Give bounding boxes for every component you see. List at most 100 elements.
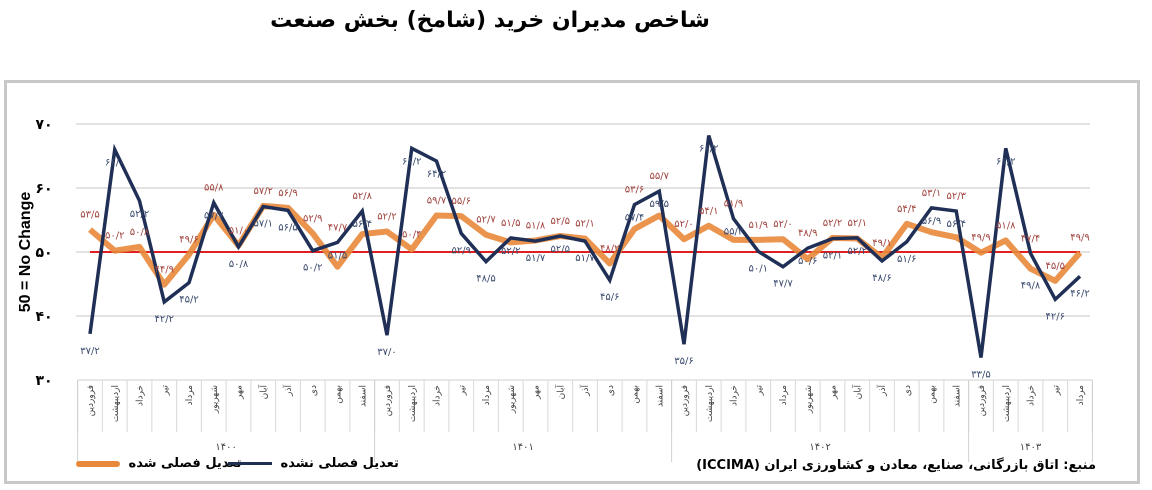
data-label-sa: ۵۲/۲ bbox=[823, 218, 842, 229]
x-axis: فروردین اردیبهشت خرداد تیر مرداد شهریور مهر آبا… bbox=[77, 379, 1093, 462]
x-tick-label: آبان bbox=[851, 385, 863, 400]
data-label-sa: ۵۳/۵ bbox=[80, 210, 99, 221]
data-label-nsa: ۵۶/۴ bbox=[947, 219, 966, 230]
data-label-sa: ۴۵/۵ bbox=[1046, 261, 1065, 272]
x-tick-label: شهریور bbox=[210, 385, 220, 414]
data-labels-not-seasonally-adjusted: ۳۷/۲ ۶۶/۰ ۵۲/۲ ۴۲/۲ ۴۵/۲ ۵۷/۷ ۵۰/۸ ۵۷/۱ ۵۶/۵ ۵۰/۲… bbox=[80, 144, 1089, 381]
data-label-nsa: ۵۵/۲ bbox=[724, 227, 743, 238]
data-label-sa: ۵۰/۲ bbox=[105, 231, 124, 242]
data-label-nsa: ۵۰/۲ bbox=[303, 263, 322, 274]
x-tick-label: اسفند bbox=[358, 385, 368, 407]
x-tick-label: فروردین bbox=[86, 385, 96, 416]
x-tick-label: اردیبهشت bbox=[408, 385, 418, 422]
data-label-nsa: ۴۲/۲ bbox=[155, 314, 174, 325]
x-tick-label: مهر bbox=[829, 385, 839, 400]
data-label-sa: ۴۸/۹ bbox=[798, 228, 817, 239]
year-label: ۱۴۰۳ bbox=[1020, 442, 1042, 453]
data-label-sa: ۵۰/۸ bbox=[130, 227, 150, 238]
chart-title: شاخص مدیران خرید (شامخ) بخش صنعت bbox=[270, 8, 710, 33]
data-label-sa: ۵۲/۳ bbox=[947, 191, 967, 202]
data-label-sa: ۵۴/۱ bbox=[699, 206, 718, 217]
data-label-nsa: ۵۱/۷ bbox=[526, 253, 546, 264]
data-label-sa: ۵۱/۹ bbox=[724, 199, 743, 210]
data-label-nsa: ۳۵/۶ bbox=[674, 356, 693, 367]
data-label-sa: ۴۷/۷ bbox=[328, 222, 348, 233]
x-tick-label: تیر bbox=[754, 385, 764, 397]
data-label-sa: ۵۴/۴ bbox=[897, 204, 916, 215]
x-tick-label: اردیبهشت bbox=[705, 385, 715, 422]
data-label-nsa: ۵۲/۹ bbox=[452, 245, 471, 256]
x-tick-label: تیر bbox=[160, 385, 170, 397]
data-label-nsa: ۴۸/۶ bbox=[872, 273, 891, 284]
x-tick-label: آبان bbox=[257, 385, 269, 400]
x-tick-label: دی bbox=[606, 385, 616, 396]
x-tick-label: مرداد bbox=[779, 385, 789, 405]
x-tick-label: بهمن bbox=[631, 385, 641, 404]
year-label: ۱۴۰۰ bbox=[215, 442, 236, 453]
x-tick-label: خرداد bbox=[730, 385, 740, 406]
legend-item-nsa: تعدیل فصلی نشده bbox=[228, 456, 399, 471]
y-tick-label: ۴۰ bbox=[35, 309, 52, 325]
year-label: ۱۴۰۲ bbox=[809, 442, 830, 453]
data-label-sa: ۵۱/۹ bbox=[749, 220, 768, 231]
data-label-nsa: ۶۶/۲ bbox=[699, 144, 718, 155]
data-label-nsa: ۵۹/۵ bbox=[650, 199, 669, 210]
data-label-sa: ۴۹/۹ bbox=[971, 233, 990, 244]
data-label-sa: ۵۱/۸ bbox=[526, 220, 546, 231]
y-tick-label: ۳۰ bbox=[35, 373, 52, 389]
x-tick-label: اسفند bbox=[655, 385, 665, 407]
data-label-nsa: ۵۰/۱ bbox=[749, 263, 768, 274]
x-tick-label: اردیبهشت bbox=[1002, 385, 1012, 422]
data-label-nsa: ۵۱/۶ bbox=[897, 254, 916, 265]
data-label-sa: ۴۴/۹ bbox=[155, 265, 174, 276]
data-label-nsa: ۵۷/۷ bbox=[204, 211, 224, 222]
data-label-sa: ۵۷/۲ bbox=[254, 186, 273, 197]
data-label-sa: ۵۱/۰ bbox=[229, 226, 248, 237]
data-label-nsa: ۴۶/۲ bbox=[1070, 288, 1089, 299]
data-label-sa: ۴۹/۱ bbox=[872, 238, 891, 249]
y-axis-ticks: ۳۰ ۴۰ ۵۰ ۶۰ ۷۰ bbox=[35, 117, 52, 389]
x-tick-label: آذر bbox=[282, 385, 294, 397]
x-tick-label: خرداد bbox=[433, 385, 443, 406]
x-tick-label: فروردین bbox=[977, 385, 987, 416]
data-label-sa: ۵۲/۸ bbox=[353, 191, 373, 202]
data-label-sa: ۵۲/۹ bbox=[303, 213, 322, 224]
data-label-nsa: ۵۶/۹ bbox=[922, 216, 941, 227]
data-label-sa: ۵۹/۷ bbox=[427, 196, 447, 207]
data-label-nsa: ۵۲/۱ bbox=[823, 251, 842, 262]
x-tick-label: آبان bbox=[554, 385, 566, 400]
data-label-sa: ۵۱/۵ bbox=[501, 218, 520, 229]
data-label-nsa: ۵۲/۲ bbox=[848, 246, 867, 257]
x-tick-label: مهر bbox=[532, 385, 542, 400]
y-tick-label: ۶۰ bbox=[35, 181, 52, 197]
x-tick-label: خرداد bbox=[136, 385, 146, 406]
data-label-nsa: ۶۴/۲ bbox=[427, 169, 446, 180]
legend-label-nsa: تعدیل فصلی نشده bbox=[280, 456, 399, 471]
data-label-nsa: ۶۶/۲ bbox=[996, 156, 1015, 167]
data-label-sa: ۵۲/۰ bbox=[773, 219, 792, 230]
year-label: ۱۴۰۱ bbox=[512, 442, 533, 453]
data-label-nsa: ۵۱/۷ bbox=[575, 253, 595, 264]
source-note: منبع: اتاق بازرگانی، صنایع، معادن و کشاو… bbox=[696, 458, 1096, 473]
data-label-sa: ۵۲/۱ bbox=[848, 218, 867, 229]
data-label-nsa: ۶۶/۰ bbox=[105, 158, 124, 169]
x-tick-label: آذر bbox=[876, 385, 888, 397]
legend-swatch-nsa bbox=[228, 462, 272, 465]
data-label-nsa: ۵۶/۴ bbox=[353, 219, 372, 230]
data-label-sa: ۵۳/۶ bbox=[625, 185, 644, 196]
data-label-nsa: ۴۷/۷ bbox=[773, 279, 793, 290]
data-label-sa: ۵۲/۵ bbox=[551, 216, 570, 227]
data-label-nsa: ۵۲/۵ bbox=[551, 244, 570, 255]
data-label-nsa: ۵۰/۶ bbox=[798, 256, 817, 267]
data-label-sa: ۵۱/۸ bbox=[996, 220, 1016, 231]
data-label-sa: ۴۹/۹ bbox=[1070, 233, 1089, 244]
data-label-nsa: ۵۲/۲ bbox=[501, 246, 520, 257]
data-label-nsa: ۵۷/۴ bbox=[625, 213, 644, 224]
x-tick-label: خرداد bbox=[1027, 385, 1037, 406]
x-tick-label: تیر bbox=[1051, 385, 1061, 397]
legend-item-sa: تعدیل فصلی شده bbox=[76, 456, 242, 471]
data-label-nsa: ۴۵/۲ bbox=[179, 295, 198, 306]
data-label-sa: ۵۳/۱ bbox=[922, 188, 941, 199]
data-label-nsa: ۵۱/۵ bbox=[328, 250, 347, 261]
